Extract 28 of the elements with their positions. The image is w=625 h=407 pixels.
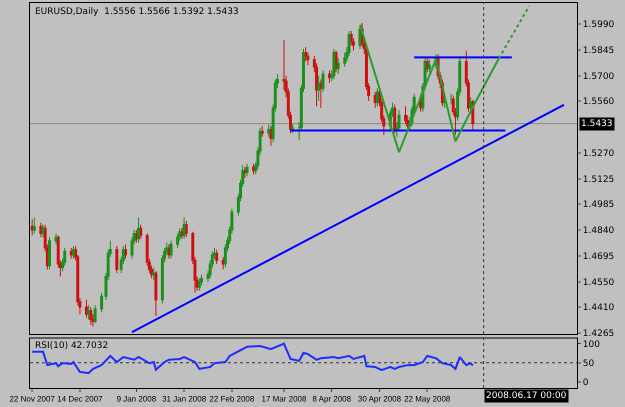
ref-line-label: 1.5433 [581,119,612,129]
x-tick-label: 30 Apr 2008 [358,394,402,404]
x-tick-label: 17 Mar 2008 [262,394,307,404]
x-tick-label: 9 Jan 2008 [116,394,157,404]
x-tick-label: 8 Apr 2008 [312,394,352,404]
x-tick-label: 22 May 2008 [404,394,451,404]
y-tick-label: 1.5990 [582,20,615,30]
y-tick-label: 1.4985 [582,200,614,210]
y-tick-label: 1.4550 [582,278,615,288]
x-tick-label: 14 Dec 2007 [57,394,104,404]
x-tick-label: 22 Feb 2008 [209,394,255,404]
y-tick-label: 100 [582,340,600,350]
x-tick-label: 31 Jan 2008 [162,394,207,404]
y-tick-label: 1.5125 [582,175,614,186]
y-tick-label: 1.4410 [582,303,615,314]
y-tick-label: 1.5560 [582,97,615,108]
y-tick-label: 1.5270 [582,149,615,160]
y-tick-label: 0 [582,378,589,388]
y-tick-label: 1.5700 [582,72,615,82]
ref-line-label: 2008.06.17 00:00 [486,391,567,401]
x-tick-label: 22 Nov 2007 [9,394,56,404]
y-tick-label: 1.4265 [582,329,614,340]
y-tick-label: 50 [582,358,595,369]
y-tick-label: 1.4840 [582,226,615,236]
y-tick-label: 1.4695 [582,252,614,262]
y-tick-label: 1.5845 [582,46,614,56]
chart-title: RSI(10) 42.7032 [35,341,108,351]
text: EURUSD,Daily 1.5556 1.5566 1.5392 1.5433 [35,7,239,17]
